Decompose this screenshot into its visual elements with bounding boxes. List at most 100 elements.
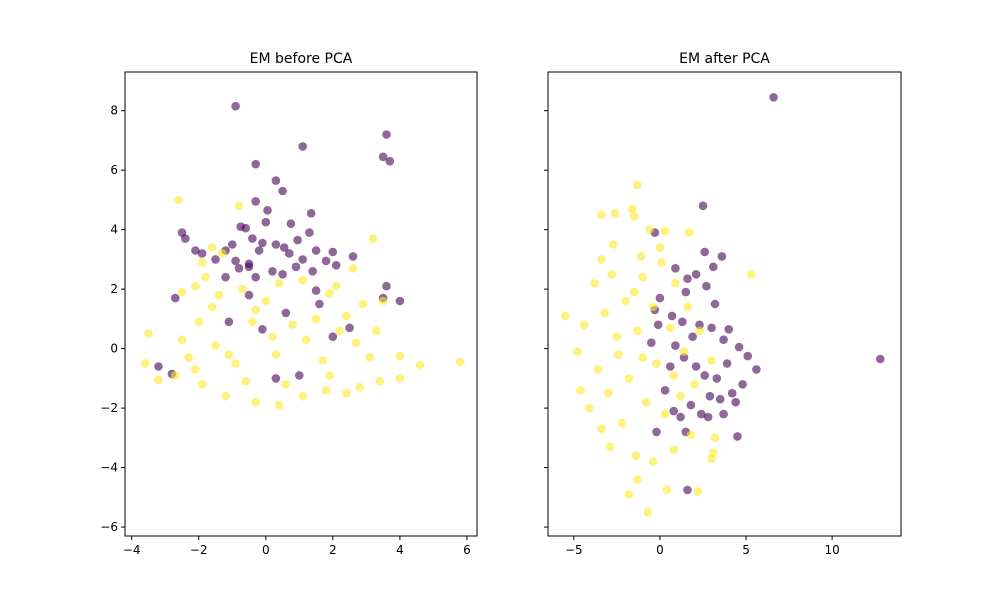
scatter-point-series-1 [301,335,311,345]
scatter-point-series-0 [251,272,260,282]
scatter-point-series-0 [647,338,656,348]
scatter-point-series-1 [348,264,358,273]
scatter-point-series-1 [191,365,200,374]
scatter-point-series-0 [700,371,709,380]
scatter-point-series-0 [228,240,237,249]
scatter-point-series-0 [681,287,691,297]
scatter-point-series-0 [298,142,308,151]
scatter-point-series-1 [274,400,284,410]
scatter-point-series-1 [676,391,685,401]
scatter-point-series-0 [667,311,677,321]
scatter-point-series-1 [746,270,756,279]
axes-frame [547,71,902,537]
scatter-point-series-0 [154,362,163,371]
scatter-point-series-1 [184,353,193,362]
scatter-point-series-1 [368,234,378,243]
scatter-point-series-0 [738,380,747,389]
scatter-point-series-0 [244,262,254,272]
y-axis-ticks: −6 −4 −2 0 2 4 6 8 [100,104,125,534]
scatter-point-series-1 [201,272,210,282]
scatter-point-series-1 [375,377,385,386]
y-tick-label: 0 [110,342,118,356]
scatter-point-series-1 [648,302,658,312]
y-tick-label: −2 [100,401,118,415]
scatter-point-series-1 [624,374,634,383]
scatter-point-series-1 [311,314,321,324]
scatter-point-series-1 [593,365,603,374]
x-axis-ticks: −4 −2 0 2 4 6 [123,536,471,557]
scatter-point-series-0 [660,386,670,395]
scatter-point-series-0 [251,159,260,169]
scatter-point-series-0 [248,234,257,243]
scatter-point-series-1 [710,433,720,443]
scatter-point-series-1 [177,335,187,345]
scatter-point-series-0 [315,299,324,309]
scatter-point-series-1 [251,397,260,407]
scatter-point-series-0 [279,243,289,252]
scatter-point-series-0 [702,281,711,291]
scatter-point-series-1 [604,388,613,398]
scatter-point-series-0 [385,156,395,166]
scatter-point-series-1 [707,356,716,365]
scatter-point-series-0 [679,353,689,362]
scatter-point-series-1 [669,445,678,455]
scatter-point-series-1 [268,332,277,342]
scatter-point-series-0 [671,341,680,350]
scatter-point-series-1 [207,302,217,312]
scatter-point-series-1 [629,212,639,221]
scatter-point-series-0 [234,264,244,273]
scatter-point-series-0 [695,320,704,330]
scatter-point-series-1 [207,243,217,252]
scatter-point-series-0 [655,293,665,303]
scatter-point-series-1 [693,487,703,496]
scatter-point-series-1 [686,430,696,440]
scatter-point-series-1 [177,287,187,297]
scatter-point-series-0 [652,427,661,437]
scatter-point-series-1 [321,386,331,395]
scatter-point-series-1 [585,403,594,413]
scatter-point-series-0 [382,281,391,291]
scatter-point-series-1 [288,320,297,330]
scatter-point-series-0 [293,235,302,245]
scatter-point-series-0 [724,325,734,334]
scatter-point-series-1 [251,305,260,315]
scatter-point-series-1 [666,323,675,333]
chart-em-before-pca: EM before PCA −4 −2 0 2 4 6 −6 −4 −2 0 2 4 6 8 [100,51,478,557]
x-tick-label: 4 [396,543,404,557]
y-tick-label: −4 [100,461,118,475]
scatter-point-series-0 [263,206,272,215]
scatter-point-series-1 [298,275,308,285]
x-tick-label: 0 [262,543,270,557]
scatter-point-series-1 [652,359,661,368]
scatter-point-series-0 [271,374,281,383]
scatter-point-series-1 [214,290,224,300]
scatter-point-series-1 [684,228,694,237]
scatter-point-series-1 [352,338,361,348]
scatter-point-series-0 [715,394,725,404]
scatter-point-series-1 [695,326,704,336]
scatter-point-series-0 [298,255,308,264]
scatter-point-series-0 [286,219,296,228]
scatter-point-series-1 [709,448,718,458]
scatter-point-series-1 [629,287,639,297]
scatter-point-series-0 [752,365,761,374]
scatter-point-series-1 [455,357,465,367]
scatter-point-series-1 [342,388,351,398]
scatter-point-series-0 [306,209,316,218]
x-tick-label: −5 [565,543,583,557]
scatter-point-series-1 [144,329,153,339]
scatter-point-series-0 [709,262,718,272]
scatter-point-series-0 [734,342,744,352]
scatter-point-series-0 [348,252,358,261]
scatter-point-series-1 [624,490,634,499]
scatter-point-series-1 [610,209,620,218]
scatter-point-series-0 [712,374,722,383]
x-tick-label: 2 [329,543,337,557]
scatter-point-series-1 [657,258,666,267]
scatter-point-series-0 [281,308,291,318]
scatter-point-series-1 [211,341,220,350]
scatter-point-series-1 [197,258,207,267]
axes-frame [124,71,478,537]
scatter-point-series-0 [395,296,405,306]
